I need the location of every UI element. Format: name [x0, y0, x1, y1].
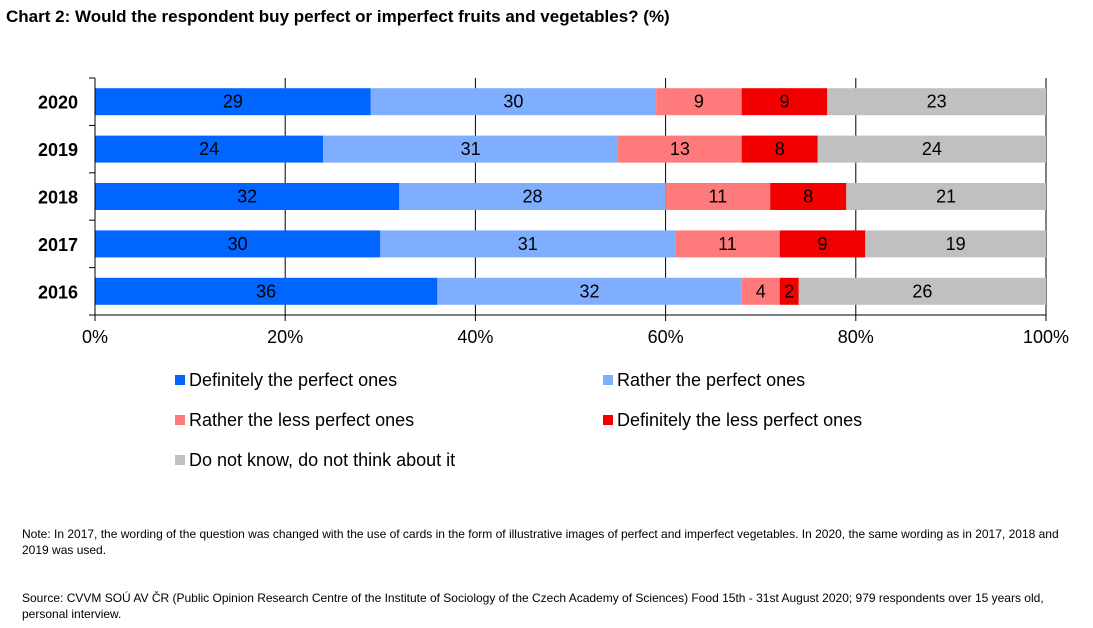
data-label: 31	[518, 234, 538, 254]
legend-label: Do not know, do not think about it	[189, 450, 455, 470]
data-label: 19	[946, 234, 966, 254]
bar-segment	[779, 277, 799, 305]
bar-segment	[95, 135, 324, 163]
bar-segment	[95, 88, 371, 116]
data-label: 36	[256, 281, 276, 301]
bar-segment	[798, 277, 1046, 305]
bar-segment	[741, 88, 828, 116]
axes: 0% 20% 40% 60% 80% 100% 2020 2019 2018 2017 2016	[38, 77, 1069, 347]
bar-segment	[437, 277, 742, 305]
legend-swatch	[175, 415, 185, 425]
bar-segment	[95, 230, 381, 258]
data-label: 31	[461, 139, 481, 159]
bar-segment	[323, 135, 619, 163]
data-label: 8	[803, 187, 813, 207]
legend: Definitely the perfect ones Rather the pe…	[175, 370, 862, 470]
bar-segment	[675, 230, 780, 258]
data-label: 13	[670, 139, 690, 159]
data-label: 9	[694, 92, 704, 112]
data-label: 32	[237, 187, 257, 207]
data-label: 32	[580, 281, 600, 301]
data-label: 2	[784, 281, 794, 301]
bar-segment	[827, 88, 1046, 116]
x-tick-label: 40%	[457, 327, 493, 347]
x-tick-label: 100%	[1023, 327, 1069, 347]
data-label: 21	[936, 187, 956, 207]
x-tick-label: 60%	[648, 327, 684, 347]
data-label: 9	[818, 234, 828, 254]
bar-segment	[370, 88, 657, 116]
bar-segment	[779, 230, 866, 258]
bar-segment	[618, 135, 742, 163]
data-label: 24	[922, 139, 942, 159]
data-label: 30	[503, 92, 523, 112]
data-label: 23	[927, 92, 947, 112]
bar-segment	[95, 277, 438, 305]
legend-swatch	[603, 415, 613, 425]
data-label: 26	[912, 281, 932, 301]
legend-swatch	[603, 375, 613, 385]
bar-segment	[656, 88, 742, 116]
legend-label: Definitely the perfect ones	[189, 370, 397, 390]
bars	[95, 88, 1046, 305]
legend-label: Rather the less perfect ones	[189, 410, 414, 430]
legend-label: Definitely the less perfect ones	[617, 410, 862, 430]
y-category-label: 2017	[38, 235, 78, 255]
bar-segment	[741, 277, 780, 305]
bar-segment	[380, 230, 676, 258]
y-category-label: 2020	[38, 93, 78, 113]
legend-swatch	[175, 375, 185, 385]
chart-note: Note: In 2017, the wording of the questi…	[22, 527, 1059, 557]
bar-segment	[399, 183, 666, 210]
data-label: 11	[718, 234, 737, 254]
x-tick-label: 80%	[838, 327, 874, 347]
x-tick-label: 0%	[82, 327, 108, 347]
y-category-label: 2019	[38, 140, 78, 160]
bar-segment	[95, 183, 400, 210]
data-label: 30	[228, 234, 248, 254]
bar-segment	[770, 183, 847, 210]
data-label: 8	[775, 139, 785, 159]
bar-segment	[741, 135, 818, 163]
legend-swatch	[175, 455, 185, 465]
data-label: 24	[199, 139, 219, 159]
data-label: 11	[709, 187, 728, 207]
y-category-label: 2016	[38, 282, 78, 302]
y-category-label: 2018	[38, 188, 78, 208]
legend-label: Rather the perfect ones	[617, 370, 805, 390]
data-label: 29	[223, 92, 243, 112]
bar-segment	[817, 135, 1046, 163]
bar-segment	[865, 230, 1046, 258]
data-label: 28	[522, 187, 542, 207]
bar-segment	[665, 183, 771, 210]
data-labels: 29 30 9 9 23 24 31 13 8 24 32 28 11 8 21 30 31 11 9 19 36 32 4…	[199, 92, 966, 302]
data-label: 9	[779, 92, 789, 112]
data-label: 4	[756, 281, 766, 301]
bar-segment	[846, 183, 1046, 210]
stacked-bar-chart: 29 30 9 9 23 24 31 13 8 24 32 28 11 8 21 30 31 11 9 19 36 32 4…	[38, 77, 1069, 470]
chart-source: Source: CVVM SOÚ AV ČR (Public Opinion R…	[22, 591, 1044, 621]
chart-title: Chart 2: Would the respondent buy perfec…	[6, 7, 670, 26]
x-tick-label: 20%	[267, 327, 303, 347]
